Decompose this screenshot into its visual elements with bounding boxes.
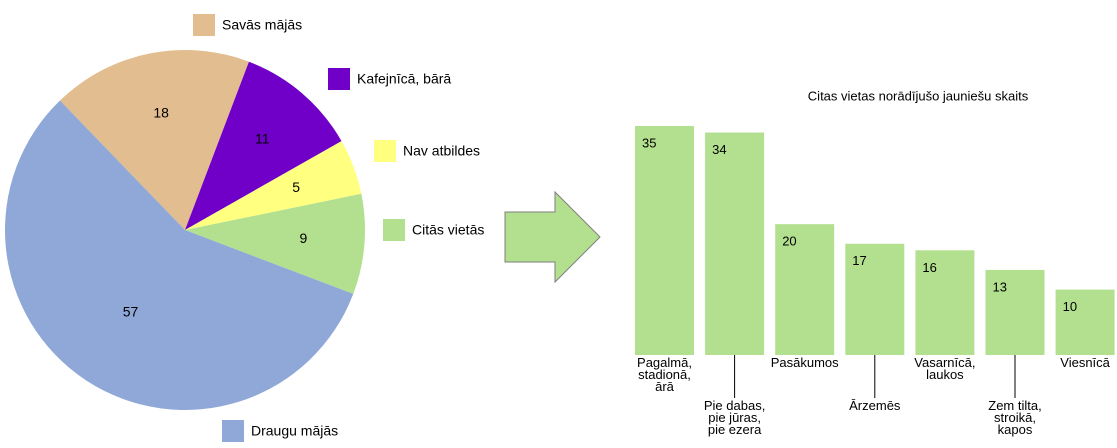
pie-slice <box>185 61 342 230</box>
legend-label: Savās mājās <box>222 17 302 33</box>
x-tick-label: Ārzemēs <box>849 398 901 413</box>
slice-label: 57 <box>123 303 139 319</box>
x-tick-label: Vasarnīcā, laukos <box>914 355 976 382</box>
legend-swatch <box>222 420 244 442</box>
x-tick-label: Pie dabas, pie jūras, pie ezera <box>703 398 766 437</box>
legend-label: Citās vietās <box>412 222 484 238</box>
chart-title: Citas vietas norādījušo jauniešu skaits <box>808 88 1029 103</box>
x-tick-label: Pasākumos <box>770 355 839 370</box>
legend-swatch <box>374 140 396 162</box>
arrow <box>504 190 601 284</box>
slice-label: 18 <box>153 104 169 120</box>
bar-value: 34 <box>712 142 726 157</box>
pie-slice <box>185 193 365 294</box>
legend-label: Kafejnīcā, bārā <box>357 71 451 87</box>
bar <box>915 250 975 355</box>
x-tick-label: Pagalmā, stadionā, ārā <box>637 355 692 394</box>
bar <box>635 126 694 355</box>
slice-label: 5 <box>292 179 300 195</box>
bar <box>775 224 835 355</box>
pie-slice <box>185 141 362 230</box>
pie-slice <box>5 100 354 411</box>
slice-label: 9 <box>300 230 308 246</box>
bar-value: 16 <box>922 260 936 275</box>
bar-value: 13 <box>993 279 1007 294</box>
bar <box>705 132 765 355</box>
legend-swatch <box>328 68 350 90</box>
x-tick-label: Viesnīcā <box>1060 355 1110 370</box>
bar <box>985 269 1045 355</box>
bar-value: 20 <box>782 234 796 249</box>
bar-value: 35 <box>642 135 656 150</box>
legend-swatch <box>193 14 215 36</box>
x-tick-label: Zem tilta, stroikā, kapos <box>988 398 1042 437</box>
bar <box>1055 289 1115 355</box>
bar <box>845 243 905 355</box>
pie-slice <box>59 50 249 230</box>
legend-swatch <box>383 219 405 241</box>
bar-value: 17 <box>852 253 866 268</box>
slice-label: 11 <box>255 131 270 147</box>
legend-label: Nav atbildes <box>403 143 480 159</box>
legend-label: Draugu mājās <box>251 423 338 439</box>
bar-value: 10 <box>1063 299 1077 314</box>
